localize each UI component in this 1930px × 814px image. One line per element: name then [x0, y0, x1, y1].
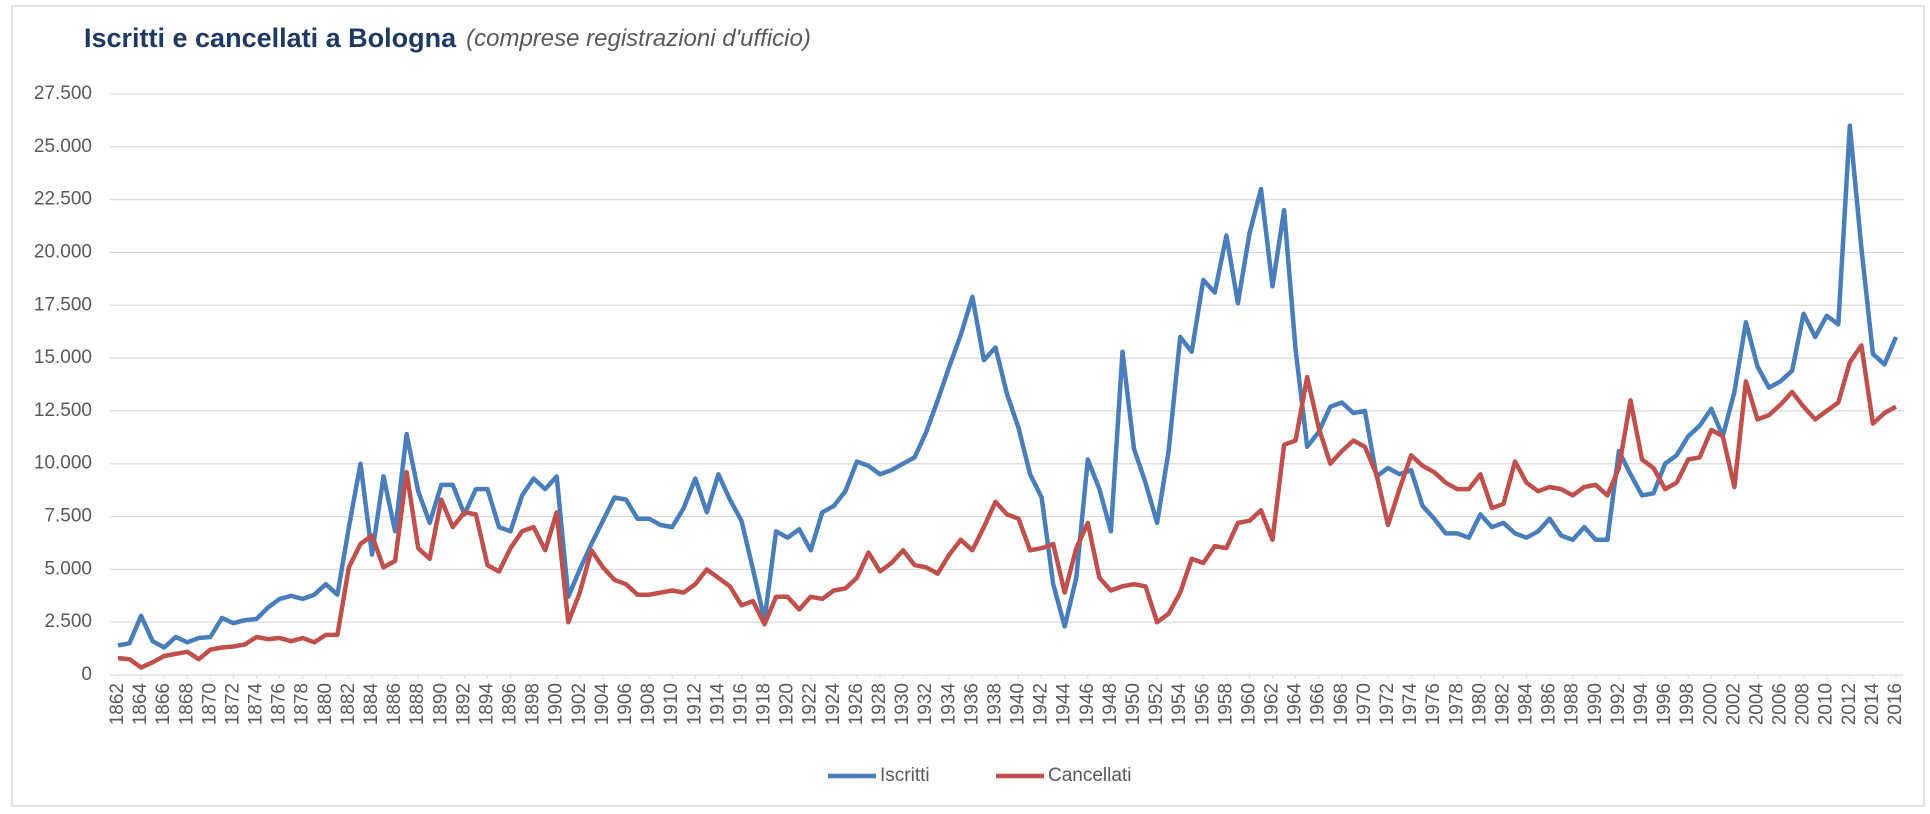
x-tick-label: 1906 — [615, 683, 636, 725]
x-tick-label: 1918 — [754, 683, 775, 725]
x-tick-label: 1970 — [1354, 683, 1375, 725]
x-tick-label: 1994 — [1631, 683, 1652, 726]
x-tick-label: 1992 — [1608, 683, 1629, 725]
x-tick-label: 1864 — [130, 683, 151, 726]
x-tick-label: 1978 — [1446, 683, 1467, 725]
x-tick-label: 1954 — [1169, 683, 1190, 726]
title: Iscritti e cancellati a Bologna — [84, 23, 457, 53]
y-tick-label: 22.500 — [34, 189, 92, 210]
y-tick-label: 25.000 — [34, 136, 92, 157]
x-tick-label: 1968 — [1331, 683, 1352, 725]
y-tick-label: 7.500 — [44, 506, 92, 527]
x-tick-label: 1932 — [915, 683, 936, 725]
y-tick-label: 2.500 — [44, 611, 92, 632]
x-tick-label: 1886 — [384, 683, 405, 725]
x-tick-label: 1962 — [1262, 683, 1283, 725]
legend-label: Cancellati — [1048, 765, 1131, 786]
x-tick-label: 1950 — [1123, 683, 1144, 725]
y-tick-label: 17.500 — [34, 294, 92, 315]
x-tick-label: 1934 — [938, 683, 959, 726]
x-tick-label: 1894 — [476, 683, 497, 726]
x-tick-label: 1898 — [523, 683, 544, 725]
y-tick-label: 20.000 — [34, 241, 92, 262]
x-tick-label: 1884 — [361, 683, 382, 726]
x-tick-label: 1958 — [1215, 683, 1236, 725]
subtitle: (comprese registrazioni d'ufficio) — [466, 25, 811, 52]
x-tick-label: 1942 — [1031, 683, 1052, 725]
x-tick-label: 1890 — [430, 683, 451, 725]
x-tick-label: 1920 — [777, 683, 798, 725]
x-tick-label: 2010 — [1816, 683, 1837, 725]
legend-label: Iscritti — [880, 765, 930, 786]
series-line — [117, 343, 1898, 670]
x-tick-label: 1910 — [661, 683, 682, 725]
x-tick-label: 1936 — [961, 683, 982, 725]
x-tick-label: 1972 — [1377, 683, 1398, 725]
x-tick-label: 1982 — [1492, 683, 1513, 725]
x-tick-label: 2016 — [1885, 683, 1906, 725]
x-tick-label: 1988 — [1562, 683, 1583, 725]
x-tick-label: 1874 — [246, 683, 267, 726]
x-tick-label: 1900 — [546, 683, 567, 725]
x-tick-label: 2006 — [1770, 683, 1791, 725]
x-tick-label: 1966 — [1308, 683, 1329, 725]
x-tick-label: 2004 — [1746, 683, 1767, 726]
x-tick-label: 1938 — [984, 683, 1005, 725]
x-tick-label: 1940 — [1008, 683, 1029, 725]
x-tick-label: 1888 — [407, 683, 428, 725]
chart-frame — [11, 5, 1925, 807]
x-tick-label: 1882 — [338, 683, 359, 725]
y-tick-label: 12.500 — [34, 400, 92, 421]
x-tick-label: 1908 — [638, 683, 659, 725]
x-tick-label: 1922 — [800, 683, 821, 725]
x-tick-label: 1980 — [1469, 683, 1490, 725]
x-tick-label: 1996 — [1654, 683, 1675, 725]
x-tick-label: 1974 — [1400, 683, 1421, 726]
x-tick-label: 1896 — [500, 683, 521, 725]
y-tick-label: 5.000 — [44, 558, 92, 579]
x-tick-label: 1998 — [1677, 683, 1698, 725]
x-tick-label: 1948 — [1100, 683, 1121, 725]
x-tick-label: 1952 — [1146, 683, 1167, 725]
x-tick-label: 1904 — [592, 683, 613, 726]
x-tick-label: 1872 — [222, 683, 243, 725]
x-tick-label: 1976 — [1423, 683, 1444, 725]
x-tick-label: 1956 — [1192, 683, 1213, 725]
x-tick-label: 1902 — [569, 683, 590, 725]
y-tick-label: 10.000 — [34, 453, 92, 474]
x-tick-label: 1916 — [730, 683, 751, 725]
x-tick-label: 1866 — [153, 683, 174, 725]
x-tick-label: 2014 — [1862, 683, 1883, 726]
x-tick-label: 1964 — [1285, 683, 1306, 726]
x-tick-label: 1870 — [199, 683, 220, 725]
x-tick-label: 1880 — [315, 683, 336, 725]
x-tick-label: 1878 — [292, 683, 313, 725]
chart-title: Iscritti e cancellati a Bologna (comprese… — [84, 23, 811, 53]
series-line — [117, 123, 1899, 650]
x-tick-label: 1892 — [453, 683, 474, 725]
y-tick-label: 0 — [81, 664, 92, 685]
x-tick-label: 2012 — [1839, 683, 1860, 725]
x-tick-label: 1912 — [684, 683, 705, 725]
y-tick-label: 27.500 — [34, 83, 92, 104]
x-tick-label: 1986 — [1539, 683, 1560, 725]
x-tick-label: 1960 — [1238, 683, 1259, 725]
x-tick-label: 1924 — [823, 683, 844, 726]
x-tick-label: 1928 — [869, 683, 890, 725]
x-tick-label: 1946 — [1077, 683, 1098, 725]
x-tick-label: 1984 — [1516, 683, 1537, 726]
x-tick-label: 1926 — [846, 683, 867, 725]
x-tick-label: 2002 — [1723, 683, 1744, 725]
x-tick-label: 2000 — [1700, 683, 1721, 725]
x-tick-label: 1862 — [107, 683, 128, 725]
x-tick-label: 1990 — [1585, 683, 1606, 725]
x-tick-label: 1930 — [892, 683, 913, 725]
x-tick-label: 2008 — [1793, 683, 1814, 725]
x-tick-label: 1876 — [269, 683, 290, 725]
x-tick-label: 1944 — [1054, 683, 1075, 726]
x-tick-label: 1914 — [707, 683, 728, 726]
y-tick-label: 15.000 — [34, 347, 92, 368]
x-tick-label: 1868 — [176, 683, 197, 725]
